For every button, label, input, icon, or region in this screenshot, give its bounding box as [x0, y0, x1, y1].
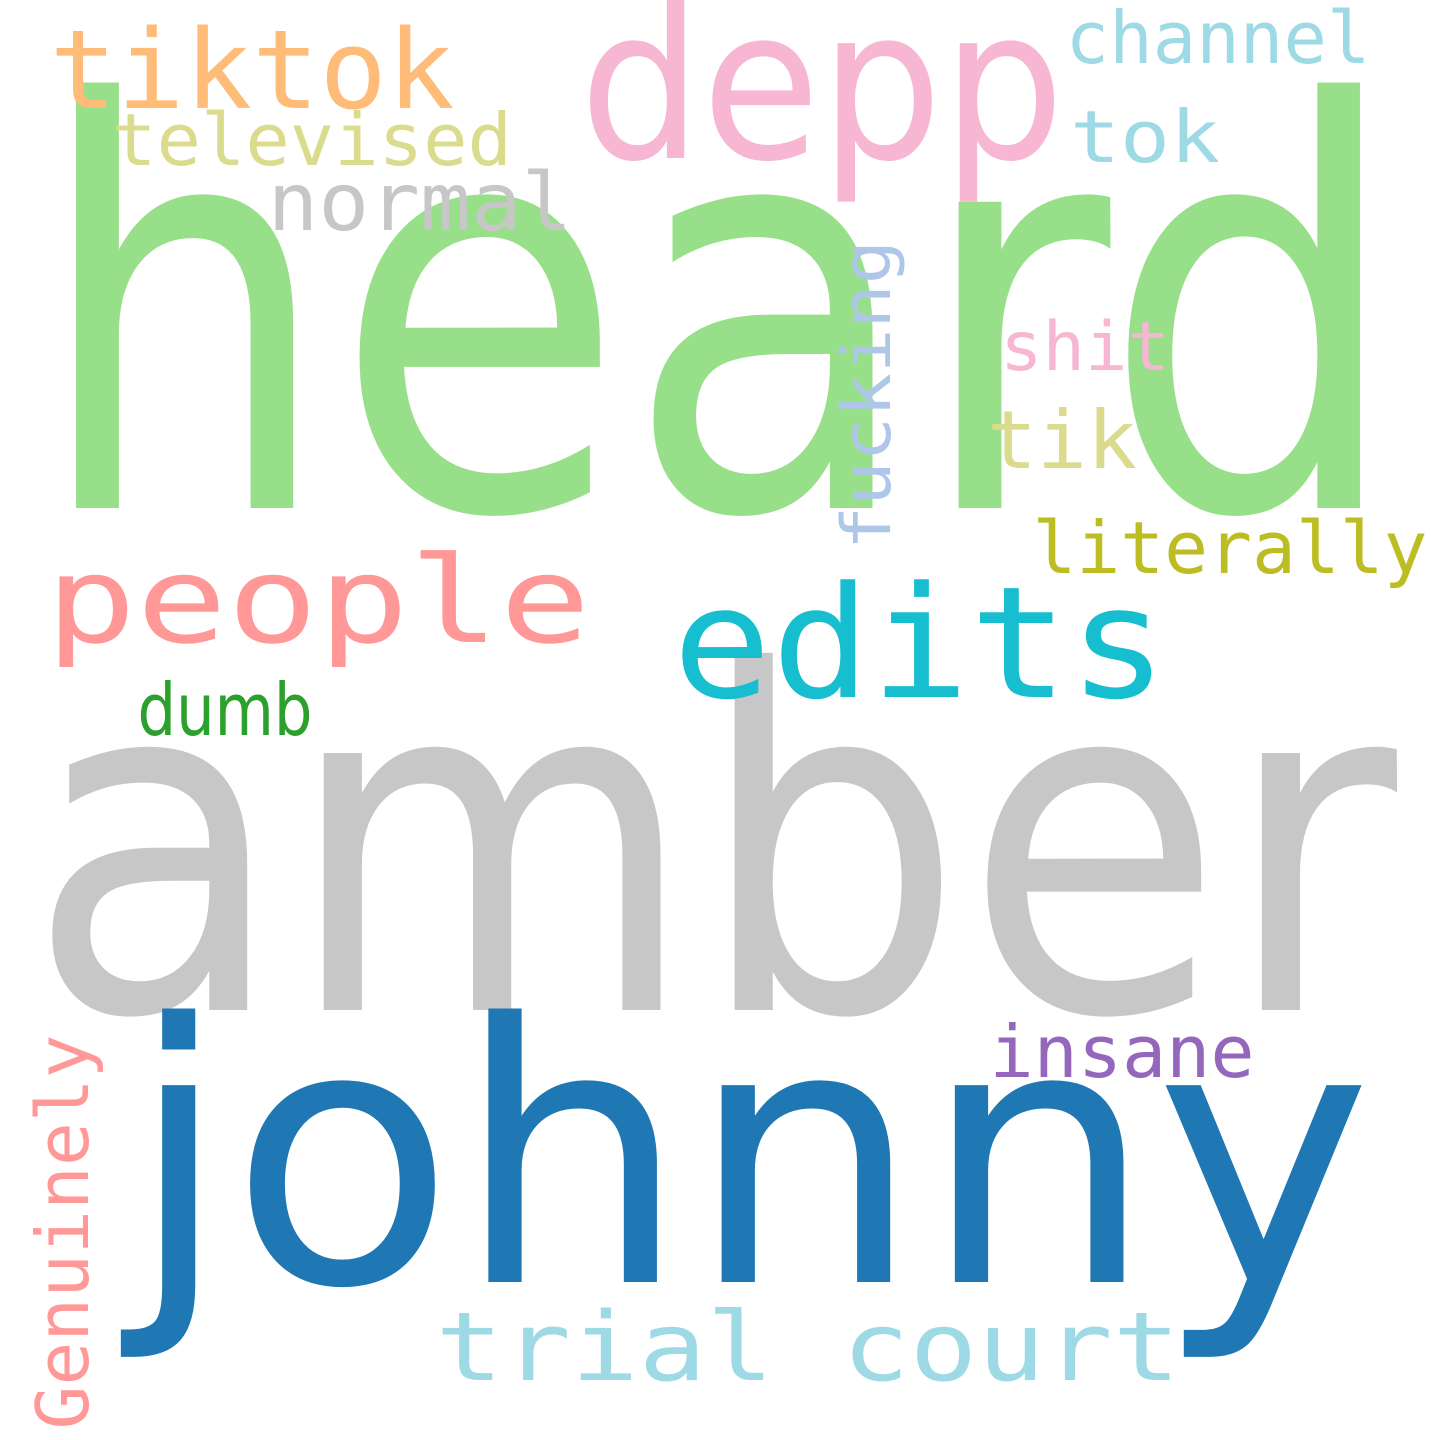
- word-shit: shit: [1000, 308, 1170, 387]
- word-normal: normal: [268, 156, 573, 249]
- word-amber: amber: [27, 574, 1402, 1121]
- word-edits: edits: [673, 553, 1168, 734]
- word-johnny: johnny: [116, 948, 1373, 1367]
- word-trial-court: trial court: [436, 1293, 1181, 1403]
- word-tiktok: tiktok: [50, 6, 455, 134]
- word-insane: insane: [990, 1010, 1255, 1094]
- word-heard: heard: [33, 0, 1403, 641]
- word-dumb: dumb: [138, 668, 313, 752]
- word-people: people: [46, 532, 591, 671]
- word-fucking: fucking: [828, 240, 907, 550]
- word-tok: tok: [1070, 95, 1220, 179]
- word-literally: literally: [1033, 506, 1428, 590]
- word-genuinely: Genuinely: [21, 1035, 105, 1430]
- word-tik: tik: [987, 394, 1137, 487]
- word-televised: televised: [112, 98, 512, 182]
- word-depp: depp: [580, 0, 1065, 208]
- word-channel: channel: [1066, 0, 1371, 80]
